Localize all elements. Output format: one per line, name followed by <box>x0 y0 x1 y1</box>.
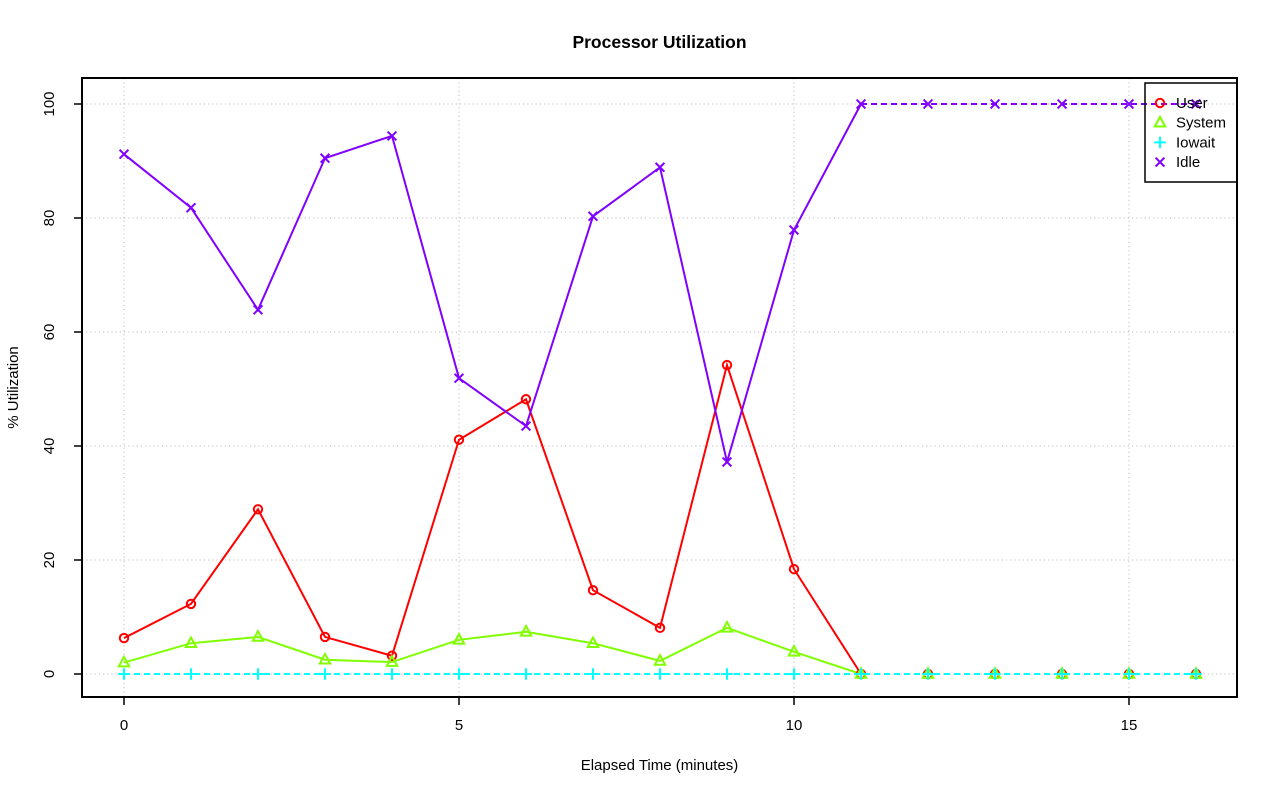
marker-circle <box>587 585 599 596</box>
x-tick-label: 5 <box>455 717 463 734</box>
x-tick-label: 0 <box>120 717 128 734</box>
marker-triangle <box>452 631 466 645</box>
marker-x <box>1154 156 1166 168</box>
marker-circle <box>252 504 264 515</box>
y-axis: 0 20 40 60 80 100 % Utilization <box>5 91 82 678</box>
marker-plus <box>855 668 867 680</box>
y-tick-label: 0 <box>41 670 58 678</box>
marker-triangle <box>184 635 198 649</box>
y-tick-label: 40 <box>41 438 58 455</box>
legend-label: System <box>1176 115 1226 132</box>
chart-title: Processor Utilization <box>572 32 746 52</box>
marker-plus <box>1123 668 1135 680</box>
marker-circle <box>520 394 532 405</box>
marker-x <box>319 153 331 164</box>
marker-x <box>1056 98 1068 110</box>
marker-plus <box>386 668 398 680</box>
series-line-user <box>123 361 862 675</box>
marker-triangle <box>117 654 131 668</box>
marker-x <box>520 420 532 432</box>
legend-box <box>1144 82 1238 183</box>
marker-circle <box>788 563 800 575</box>
marker-circle <box>1154 97 1166 109</box>
marker-x <box>721 456 733 468</box>
marker-plus <box>587 668 599 680</box>
marker-circle <box>386 650 398 661</box>
marker-x <box>386 130 398 142</box>
marker-plus <box>721 668 733 680</box>
marker-x <box>654 162 666 173</box>
marker-x <box>788 224 800 236</box>
legend-item-idle: Idle <box>1154 154 1200 171</box>
line-segment <box>123 626 862 675</box>
marker-triangle <box>653 652 667 666</box>
marker-circle <box>118 632 130 644</box>
marker-plus <box>654 668 666 680</box>
marker-plus <box>185 668 197 680</box>
legend-label: User <box>1176 95 1208 112</box>
marker-triangle <box>385 654 399 667</box>
y-axis-title: % Utilization <box>5 346 22 429</box>
marker-x <box>252 304 264 315</box>
legend-item-system: System <box>1153 114 1226 132</box>
legend: User System Iowait Idle <box>1144 82 1238 183</box>
marker-plus <box>989 668 1001 680</box>
marker-triangle <box>519 623 533 637</box>
marker-circle <box>453 434 465 445</box>
marker-x <box>855 98 867 110</box>
y-tick-label: 80 <box>41 210 58 227</box>
series-line-idle <box>123 103 1196 463</box>
marker-x <box>989 98 1001 110</box>
marker-x <box>587 211 599 222</box>
series-markers-iowait <box>118 668 1202 680</box>
legend-label: Iowait <box>1176 134 1216 151</box>
x-axis-title: Elapsed Time (minutes) <box>581 757 739 774</box>
x-tick-label: 15 <box>1121 717 1138 734</box>
y-tick-label: 20 <box>41 552 58 569</box>
marker-plus <box>319 668 331 680</box>
marker-triangle <box>318 651 332 665</box>
marker-triangle <box>787 643 801 657</box>
marker-triangle <box>720 619 734 633</box>
plot-border <box>81 77 1238 698</box>
marker-plus <box>1056 668 1068 680</box>
marker-plus <box>252 668 264 680</box>
marker-plus <box>453 668 465 680</box>
y-tick-label: 60 <box>41 324 58 341</box>
marker-x <box>1190 98 1202 110</box>
marker-plus <box>788 668 800 680</box>
series-markers-idle <box>118 98 1202 468</box>
line-segment <box>123 103 862 463</box>
marker-triangle <box>251 629 265 642</box>
marker-triangle <box>586 635 600 649</box>
legend-label: Idle <box>1176 154 1200 171</box>
series-line-system <box>123 626 862 675</box>
marker-plus <box>118 668 130 680</box>
marker-plus <box>520 668 532 680</box>
marker-x <box>185 202 197 213</box>
marker-plus <box>1190 668 1202 680</box>
x-tick-label: 10 <box>786 717 803 734</box>
marker-x <box>118 149 130 160</box>
marker-x <box>1123 98 1135 110</box>
marker-x <box>453 373 465 384</box>
marker-plus <box>922 668 934 680</box>
marker-x <box>922 98 934 110</box>
y-tick-label: 100 <box>41 91 58 116</box>
x-axis: 0 5 10 15 Elapsed Time (minutes) <box>120 697 1138 774</box>
marker-circle <box>185 598 197 610</box>
marker-circle <box>721 359 733 371</box>
marker-circle <box>654 622 666 634</box>
marker-triangle <box>1153 114 1167 128</box>
line-segment <box>123 361 862 675</box>
marker-circle <box>319 631 331 643</box>
legend-item-user: User <box>1154 95 1208 112</box>
legend-item-iowait: Iowait <box>1154 134 1216 151</box>
marker-plus <box>1154 136 1166 149</box>
